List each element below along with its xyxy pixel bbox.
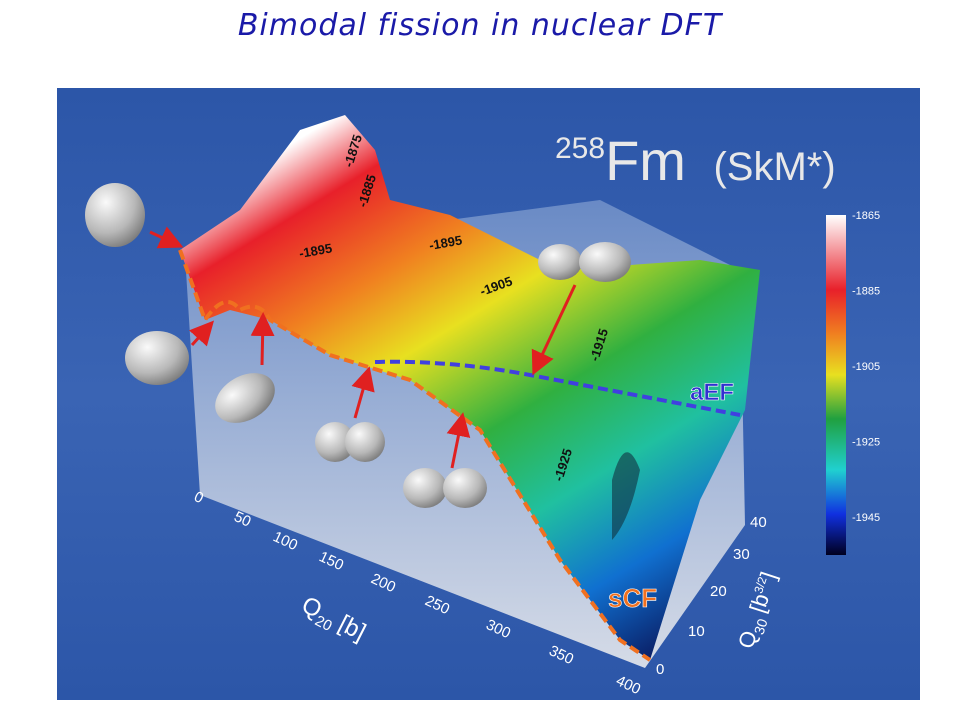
scf-label: sCF xyxy=(608,583,657,613)
contour-label: -1895 xyxy=(298,240,333,261)
q30-tick-label: 10 xyxy=(688,623,705,640)
q30-tick-label: 20 xyxy=(710,583,727,600)
q30-unit-power: 3/2 xyxy=(751,575,770,596)
colorbar-tick-label: -1885 xyxy=(852,286,880,298)
q20-subscript: 20 xyxy=(312,612,335,635)
arrows xyxy=(149,226,577,469)
q30-tick-label: 40 xyxy=(750,514,767,531)
q30-subscript: 30 xyxy=(751,617,771,637)
aef-path xyxy=(374,359,741,417)
shape-icons xyxy=(85,183,631,508)
force-name: (SkM*) xyxy=(713,145,835,189)
q20-tick-label: 50 xyxy=(231,508,253,530)
slide-title: Bimodal fission in nuclear DFT xyxy=(237,8,723,43)
contour-label: -1895 xyxy=(428,232,463,253)
scf-path xyxy=(178,249,652,662)
aef-label: aEF xyxy=(690,379,734,406)
element-symbol: Fm xyxy=(605,129,686,192)
colorbar-tick-label: -1865 xyxy=(852,210,880,222)
colorbar xyxy=(826,215,846,555)
q30-tick-label: 0 xyxy=(656,661,664,678)
colorbar-tick-label: -1925 xyxy=(852,437,880,449)
q30-tick-label: 30 xyxy=(733,546,750,563)
surface-valley xyxy=(612,452,640,540)
colorbar-tick-label: -1905 xyxy=(852,361,880,373)
colorbar-tick-label: -1945 xyxy=(852,512,880,524)
mass-number: 258 xyxy=(555,132,605,165)
nucleus-label: 258Fm (SkM*) xyxy=(555,129,836,192)
